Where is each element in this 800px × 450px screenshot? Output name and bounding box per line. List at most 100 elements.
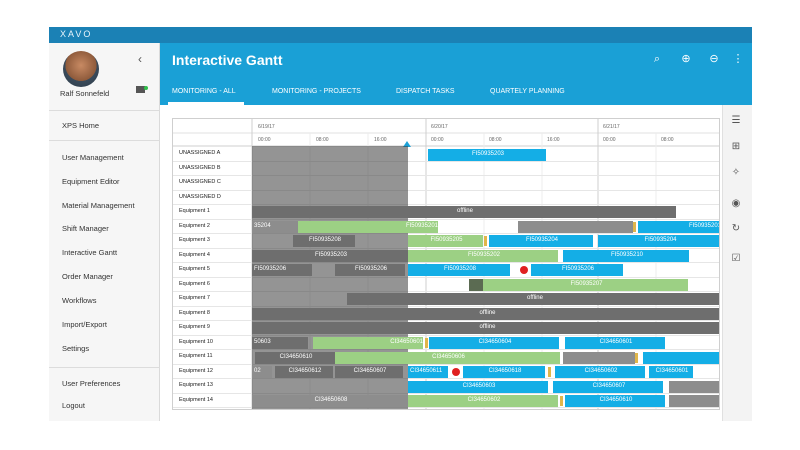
- task-bar[interactable]: FI50935206: [252, 264, 312, 276]
- row-label: Equipment 1: [179, 208, 210, 214]
- row-label: Equipment 13: [179, 382, 213, 388]
- task-bar[interactable]: 50603: [252, 337, 308, 349]
- task-bar[interactable]: FI50935201: [638, 221, 719, 233]
- date-header: 6/21/17: [603, 124, 620, 130]
- time-header: 08:00: [316, 137, 329, 143]
- row-divider: [173, 277, 719, 278]
- past-time-overlay: [252, 146, 408, 409]
- nav-material-management[interactable]: Material Management: [62, 201, 135, 210]
- task-bar[interactable]: FI50935201: [298, 221, 438, 233]
- alert-dot[interactable]: [452, 368, 460, 376]
- task-bar[interactable]: FI50935207: [483, 279, 688, 291]
- row-divider: [173, 364, 719, 365]
- task-bar[interactable]: CI34650604: [429, 337, 559, 349]
- row-label: UNASSIGNED D: [179, 194, 221, 200]
- alert-dot[interactable]: [520, 266, 528, 274]
- task-bar[interactable]: FI50935210: [563, 250, 689, 262]
- avatar[interactable]: [63, 51, 99, 87]
- task-bar[interactable]: CI34650607: [553, 381, 663, 393]
- task-bar[interactable]: CI34650608: [252, 395, 408, 407]
- task-bar[interactable]: [518, 221, 633, 233]
- refresh-icon[interactable]: ↻: [731, 223, 741, 234]
- row-label: Equipment 6: [179, 281, 210, 287]
- task-bar[interactable]: CI34650618: [463, 366, 545, 378]
- task-bar[interactable]: FI50935202: [408, 250, 558, 262]
- row-label: Equipment 9: [179, 324, 210, 330]
- eye-icon[interactable]: ◉: [731, 198, 741, 209]
- tab-quartely-planning[interactable]: QUARTELY PLANNING: [490, 88, 565, 95]
- nav-import-export[interactable]: Import/Export: [62, 320, 108, 329]
- checkbox-icon[interactable]: ☑: [731, 253, 741, 264]
- date-header: 6/19/17: [258, 124, 275, 130]
- time-header: 00:00: [258, 137, 271, 143]
- task-bar[interactable]: CI34650601: [649, 366, 693, 378]
- task-bar[interactable]: FI50935203: [252, 250, 408, 262]
- list-icon[interactable]: ☰: [731, 115, 741, 126]
- chevron-left-icon[interactable]: ‹: [138, 52, 142, 66]
- nav-shift-manager[interactable]: Shift Manager: [62, 224, 109, 233]
- nav-interactive-gantt[interactable]: Interactive Gantt: [62, 248, 118, 257]
- task-bar[interactable]: FI50935205: [408, 235, 483, 247]
- more-vert-icon[interactable]: ⋮: [732, 53, 744, 65]
- task-bar[interactable]: [669, 381, 719, 393]
- offline-bar[interactable]: offline: [347, 293, 719, 305]
- row-divider: [173, 407, 719, 408]
- task-bar[interactable]: FI50935206: [335, 264, 405, 276]
- row-divider: [173, 204, 719, 205]
- task-bar[interactable]: CI34650607: [335, 366, 403, 378]
- nav-user-management[interactable]: User Management: [62, 153, 124, 162]
- milestone-marker: [560, 396, 563, 406]
- task-bar[interactable]: CI34650603: [408, 381, 548, 393]
- nav-user-preferences[interactable]: User Preferences: [62, 379, 121, 388]
- nav-equipment-editor[interactable]: Equipment Editor: [62, 177, 120, 186]
- task-bar[interactable]: 02: [252, 366, 272, 378]
- nav-workflows[interactable]: Workflows: [62, 296, 97, 305]
- tab-monitoring-all[interactable]: MONITORING - ALL: [172, 88, 236, 95]
- tab-monitoring-projects[interactable]: MONITORING - PROJECTS: [272, 88, 361, 95]
- magic-wand-icon[interactable]: ✧: [731, 167, 741, 178]
- task-bar[interactable]: CI34650610: [255, 352, 335, 364]
- offline-bar[interactable]: offline: [252, 322, 719, 334]
- nav-logout[interactable]: Logout: [62, 401, 85, 410]
- chat-icon[interactable]: [136, 86, 148, 96]
- task-bar[interactable]: [563, 352, 635, 364]
- sidebar: [49, 43, 160, 421]
- nav-settings[interactable]: Settings: [62, 344, 90, 353]
- nav-xps-home[interactable]: XPS Home: [62, 121, 100, 130]
- task-bar[interactable]: [669, 395, 719, 407]
- task-bar[interactable]: CI34650602: [408, 395, 558, 407]
- offline-bar[interactable]: offline: [252, 206, 676, 218]
- task-bar[interactable]: FI50935208: [293, 235, 355, 247]
- task-bar[interactable]: 35204: [252, 221, 298, 233]
- offline-bar[interactable]: offline: [252, 308, 719, 320]
- search-icon[interactable]: ⌕: [653, 53, 661, 65]
- zoom-out-icon[interactable]: ⊖: [709, 53, 719, 65]
- task-bar[interactable]: FI50935208: [408, 264, 510, 276]
- task-bar[interactable]: CI34650601: [313, 337, 423, 349]
- time-header: 00:00: [431, 137, 444, 143]
- task-bar[interactable]: FI50935203: [428, 149, 546, 161]
- task-bar[interactable]: [469, 279, 483, 291]
- task-bar[interactable]: FI50935204: [598, 235, 719, 247]
- user-name: Ralf Sonnefeld: [60, 89, 110, 98]
- divider: [49, 140, 160, 141]
- task-bar[interactable]: CI34650612: [275, 366, 333, 378]
- task-bar[interactable]: CI34650611: [408, 366, 448, 378]
- task-bar[interactable]: FI50935206: [531, 264, 623, 276]
- task-bar[interactable]: CI34650601: [565, 337, 665, 349]
- nav-order-manager[interactable]: Order Manager: [62, 272, 113, 281]
- task-bar[interactable]: CI34650606: [335, 352, 560, 364]
- zoom-in-icon[interactable]: ⊕: [681, 53, 691, 65]
- add-box-icon[interactable]: ⊞: [731, 141, 741, 152]
- task-bar[interactable]: [643, 352, 719, 364]
- gantt-chart[interactable]: 6/19/17 6/20/17 6/21/17 00:00 08:00 16:0…: [172, 118, 720, 410]
- row-divider: [173, 335, 719, 336]
- task-bar[interactable]: CI34650610: [565, 395, 665, 407]
- task-bar[interactable]: CI34650602: [555, 366, 645, 378]
- task-bar[interactable]: FI50935204: [489, 235, 593, 247]
- tab-dispatch-tasks[interactable]: DISPATCH TASKS: [396, 88, 455, 95]
- row-divider: [173, 161, 719, 162]
- row-label: Equipment 7: [179, 295, 210, 301]
- row-divider: [173, 393, 719, 394]
- row-divider: [173, 233, 719, 234]
